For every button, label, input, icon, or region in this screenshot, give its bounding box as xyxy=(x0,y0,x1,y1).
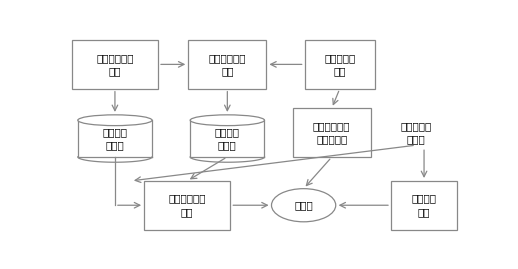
Bar xyxy=(190,120,265,157)
Text: 规则自动生成
模块: 规则自动生成 模块 xyxy=(168,194,206,217)
Text: 复杂事件检测
模块: 复杂事件检测 模块 xyxy=(209,53,246,76)
Text: 复杂事件图模
型构造模块: 复杂事件图模 型构造模块 xyxy=(313,121,351,144)
Bar xyxy=(188,40,266,89)
Text: 敏感点检测
模块: 敏感点检测 模块 xyxy=(324,53,355,76)
Bar xyxy=(72,40,158,89)
Bar xyxy=(78,120,152,157)
Ellipse shape xyxy=(78,115,152,126)
Text: 基本事件
存储库: 基本事件 存储库 xyxy=(103,127,127,150)
Bar xyxy=(305,40,375,89)
Ellipse shape xyxy=(190,115,265,126)
Text: 复杂事件
存储库: 复杂事件 存储库 xyxy=(215,127,240,150)
Text: 规则池: 规则池 xyxy=(294,200,313,210)
Circle shape xyxy=(271,189,336,222)
Bar xyxy=(391,181,457,229)
Text: 用户输入业
务逻辑: 用户输入业 务逻辑 xyxy=(400,121,431,144)
Bar xyxy=(293,108,371,157)
Text: 规则解析
模块: 规则解析 模块 xyxy=(411,194,437,217)
Text: 基本事件采集
模块: 基本事件采集 模块 xyxy=(96,53,134,76)
Bar xyxy=(144,181,231,229)
